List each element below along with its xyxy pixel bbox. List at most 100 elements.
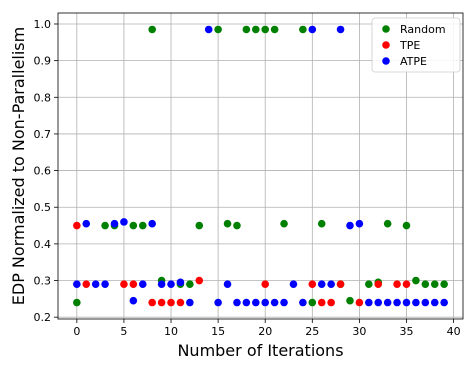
data-point (129, 221, 138, 230)
data-point (393, 280, 401, 288)
data-point (186, 298, 194, 307)
data-point (383, 298, 392, 307)
data-point (412, 276, 420, 285)
x-tick-label: 30 (352, 325, 366, 338)
data-point (148, 25, 156, 34)
data-point (195, 221, 204, 230)
series-atpe (73, 25, 448, 307)
data-point (82, 280, 91, 288)
y-tick-label: 0.6 (34, 165, 52, 178)
data-point (365, 298, 373, 307)
data-point (157, 280, 166, 288)
data-point (176, 298, 185, 307)
data-point (101, 280, 109, 288)
x-tick-label: 0 (73, 325, 80, 338)
data-point (346, 221, 354, 230)
data-point (261, 280, 270, 288)
data-point (157, 298, 166, 307)
data-point (365, 280, 373, 288)
x-tick-label: 25 (305, 325, 319, 338)
series-tpe (73, 221, 411, 307)
x-tick-label: 20 (258, 325, 272, 338)
data-point (223, 280, 232, 288)
data-point (167, 298, 175, 307)
data-point (346, 296, 354, 305)
data-point (73, 221, 81, 230)
legend-label: ATPE (400, 55, 427, 68)
data-point (138, 221, 147, 230)
data-point (91, 280, 100, 288)
y-tick-label: 0.3 (34, 275, 52, 288)
data-point (101, 221, 109, 230)
data-point (336, 25, 345, 34)
data-point (280, 219, 288, 228)
data-point (280, 298, 288, 307)
data-point (138, 280, 147, 288)
data-point (148, 298, 156, 307)
x-tick-label: 35 (399, 325, 413, 338)
data-point (299, 298, 307, 307)
data-point (355, 219, 364, 228)
x-tick-label: 5 (120, 325, 127, 338)
data-point (110, 219, 119, 228)
y-tick-label: 0.4 (34, 238, 52, 251)
data-point (261, 298, 270, 307)
data-point (261, 25, 270, 34)
data-point (270, 298, 279, 307)
data-point (308, 298, 317, 307)
data-point (204, 25, 213, 34)
data-point (186, 280, 194, 288)
x-tick-label: 10 (164, 325, 178, 338)
data-point (120, 218, 128, 226)
data-point (374, 298, 383, 307)
data-point (82, 219, 91, 228)
data-point (430, 298, 439, 307)
data-point (242, 298, 251, 307)
y-tick-label: 0.8 (34, 91, 52, 104)
y-axis-title: EDP Normalized to Non-Parallelism (9, 27, 28, 305)
data-point (167, 280, 175, 288)
data-point (402, 221, 411, 230)
data-point (355, 298, 364, 307)
axis-ticks: 0 5 10 15 20 25 30 35 40 0.2 0.3 0.4 0.5 0.6 0.7 0.8 0.9… (34, 18, 461, 338)
y-tick-label: 0.9 (34, 55, 52, 68)
data-point (214, 298, 222, 307)
data-point (214, 25, 222, 34)
y-tick-label: 0.2 (34, 311, 52, 324)
data-point (129, 280, 138, 288)
data-point (251, 25, 260, 34)
data-point (317, 219, 326, 228)
data-point (412, 298, 420, 307)
data-point (327, 298, 335, 307)
data-point (129, 296, 138, 305)
data-points (73, 25, 448, 307)
data-point (233, 298, 241, 307)
data-point (73, 298, 81, 307)
data-point (148, 219, 156, 228)
data-point (223, 219, 232, 228)
data-point (393, 298, 401, 307)
legend-marker (382, 57, 390, 65)
data-point (327, 280, 335, 288)
data-point (440, 298, 448, 307)
legend-label: Random (400, 23, 446, 36)
data-point (308, 280, 317, 288)
data-point (251, 298, 260, 307)
data-point (402, 298, 411, 307)
x-tick-label: 40 (447, 325, 461, 338)
data-point (176, 278, 185, 287)
data-point (299, 25, 307, 34)
data-point (195, 276, 204, 285)
data-point (430, 280, 439, 288)
data-point (383, 219, 392, 228)
data-point (242, 25, 251, 34)
legend: Random TPE ATPE (371, 17, 461, 73)
plot-area-frame (57, 12, 464, 320)
data-point (317, 298, 326, 307)
data-point (421, 298, 430, 307)
legend-marker (382, 25, 390, 33)
grid (58, 13, 463, 319)
x-axis-title: Number of Iterations (177, 341, 343, 360)
